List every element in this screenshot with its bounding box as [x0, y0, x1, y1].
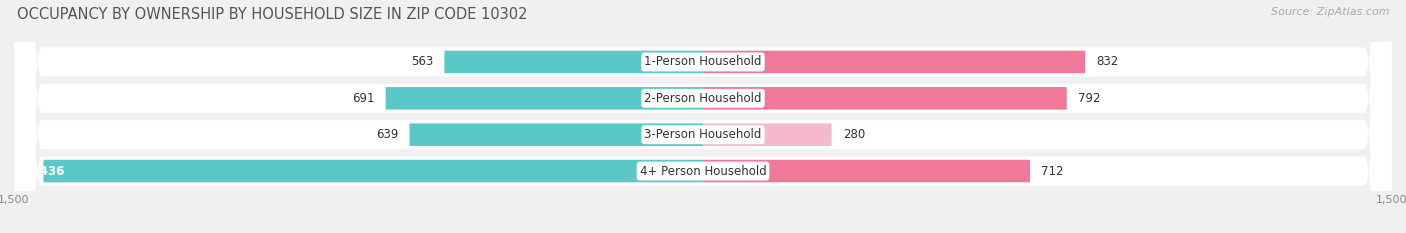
FancyBboxPatch shape: [14, 0, 1392, 233]
Text: 563: 563: [411, 55, 433, 69]
FancyBboxPatch shape: [703, 51, 1085, 73]
FancyBboxPatch shape: [385, 87, 703, 110]
Text: 4+ Person Household: 4+ Person Household: [640, 164, 766, 178]
Text: 792: 792: [1078, 92, 1101, 105]
FancyBboxPatch shape: [14, 0, 1392, 233]
Text: 2-Person Household: 2-Person Household: [644, 92, 762, 105]
Text: 639: 639: [375, 128, 398, 141]
Text: 691: 691: [352, 92, 374, 105]
FancyBboxPatch shape: [409, 123, 703, 146]
Text: 832: 832: [1097, 55, 1119, 69]
Text: 280: 280: [844, 128, 865, 141]
Text: Source: ZipAtlas.com: Source: ZipAtlas.com: [1271, 7, 1389, 17]
FancyBboxPatch shape: [44, 160, 703, 182]
FancyBboxPatch shape: [703, 160, 1031, 182]
FancyBboxPatch shape: [14, 0, 1392, 233]
FancyBboxPatch shape: [703, 87, 1067, 110]
Text: 712: 712: [1042, 164, 1064, 178]
FancyBboxPatch shape: [703, 123, 831, 146]
Text: OCCUPANCY BY OWNERSHIP BY HOUSEHOLD SIZE IN ZIP CODE 10302: OCCUPANCY BY OWNERSHIP BY HOUSEHOLD SIZE…: [17, 7, 527, 22]
Text: 1,436: 1,436: [28, 164, 65, 178]
FancyBboxPatch shape: [14, 0, 1392, 233]
Text: 3-Person Household: 3-Person Household: [644, 128, 762, 141]
Text: 1-Person Household: 1-Person Household: [644, 55, 762, 69]
FancyBboxPatch shape: [444, 51, 703, 73]
